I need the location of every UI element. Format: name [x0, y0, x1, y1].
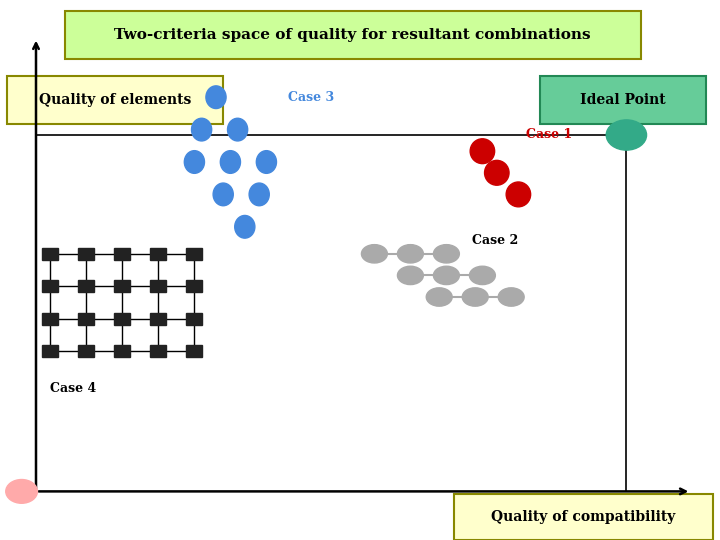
Ellipse shape	[256, 151, 276, 173]
Bar	[78, 248, 94, 260]
Ellipse shape	[206, 86, 226, 109]
Ellipse shape	[184, 151, 204, 173]
Bar	[78, 313, 94, 325]
Ellipse shape	[433, 245, 459, 263]
Ellipse shape	[249, 183, 269, 206]
Ellipse shape	[506, 182, 531, 207]
Ellipse shape	[462, 288, 488, 306]
Bar	[186, 345, 202, 357]
Text: Ideal Point: Ideal Point	[580, 93, 665, 107]
Bar	[150, 280, 166, 292]
Bar	[78, 345, 94, 357]
Text: Case 2: Case 2	[472, 234, 518, 247]
Bar	[114, 313, 130, 325]
Ellipse shape	[485, 160, 509, 185]
Ellipse shape	[213, 183, 233, 206]
Bar	[114, 280, 130, 292]
Ellipse shape	[220, 151, 240, 173]
Bar	[150, 248, 166, 260]
Bar	[78, 280, 94, 292]
FancyBboxPatch shape	[540, 76, 706, 124]
Circle shape	[606, 120, 647, 150]
Bar	[42, 248, 58, 260]
Ellipse shape	[235, 215, 255, 238]
Bar	[186, 313, 202, 325]
Text: Quality of elements: Quality of elements	[39, 93, 192, 107]
Bar	[42, 345, 58, 357]
Ellipse shape	[470, 139, 495, 164]
Ellipse shape	[397, 245, 423, 263]
FancyBboxPatch shape	[454, 494, 713, 540]
Bar	[42, 280, 58, 292]
Bar	[114, 248, 130, 260]
Ellipse shape	[433, 266, 459, 285]
Text: Case 4: Case 4	[50, 382, 96, 395]
Ellipse shape	[469, 266, 495, 285]
Ellipse shape	[426, 288, 452, 306]
Ellipse shape	[228, 118, 248, 141]
Text: Two-criteria space of quality for resultant combinations: Two-criteria space of quality for result…	[114, 28, 591, 42]
Bar	[186, 248, 202, 260]
Ellipse shape	[192, 118, 212, 141]
Bar	[42, 313, 58, 325]
Text: Case 3: Case 3	[288, 91, 334, 104]
Ellipse shape	[361, 245, 387, 263]
Circle shape	[6, 480, 37, 503]
Bar	[114, 345, 130, 357]
Ellipse shape	[397, 266, 423, 285]
Text: Quality of compatibility: Quality of compatibility	[491, 510, 675, 524]
FancyBboxPatch shape	[7, 76, 223, 124]
Bar	[150, 345, 166, 357]
Bar	[150, 313, 166, 325]
Ellipse shape	[498, 288, 524, 306]
FancyBboxPatch shape	[65, 11, 641, 59]
Bar	[186, 280, 202, 292]
Text: Case 1: Case 1	[526, 129, 572, 141]
